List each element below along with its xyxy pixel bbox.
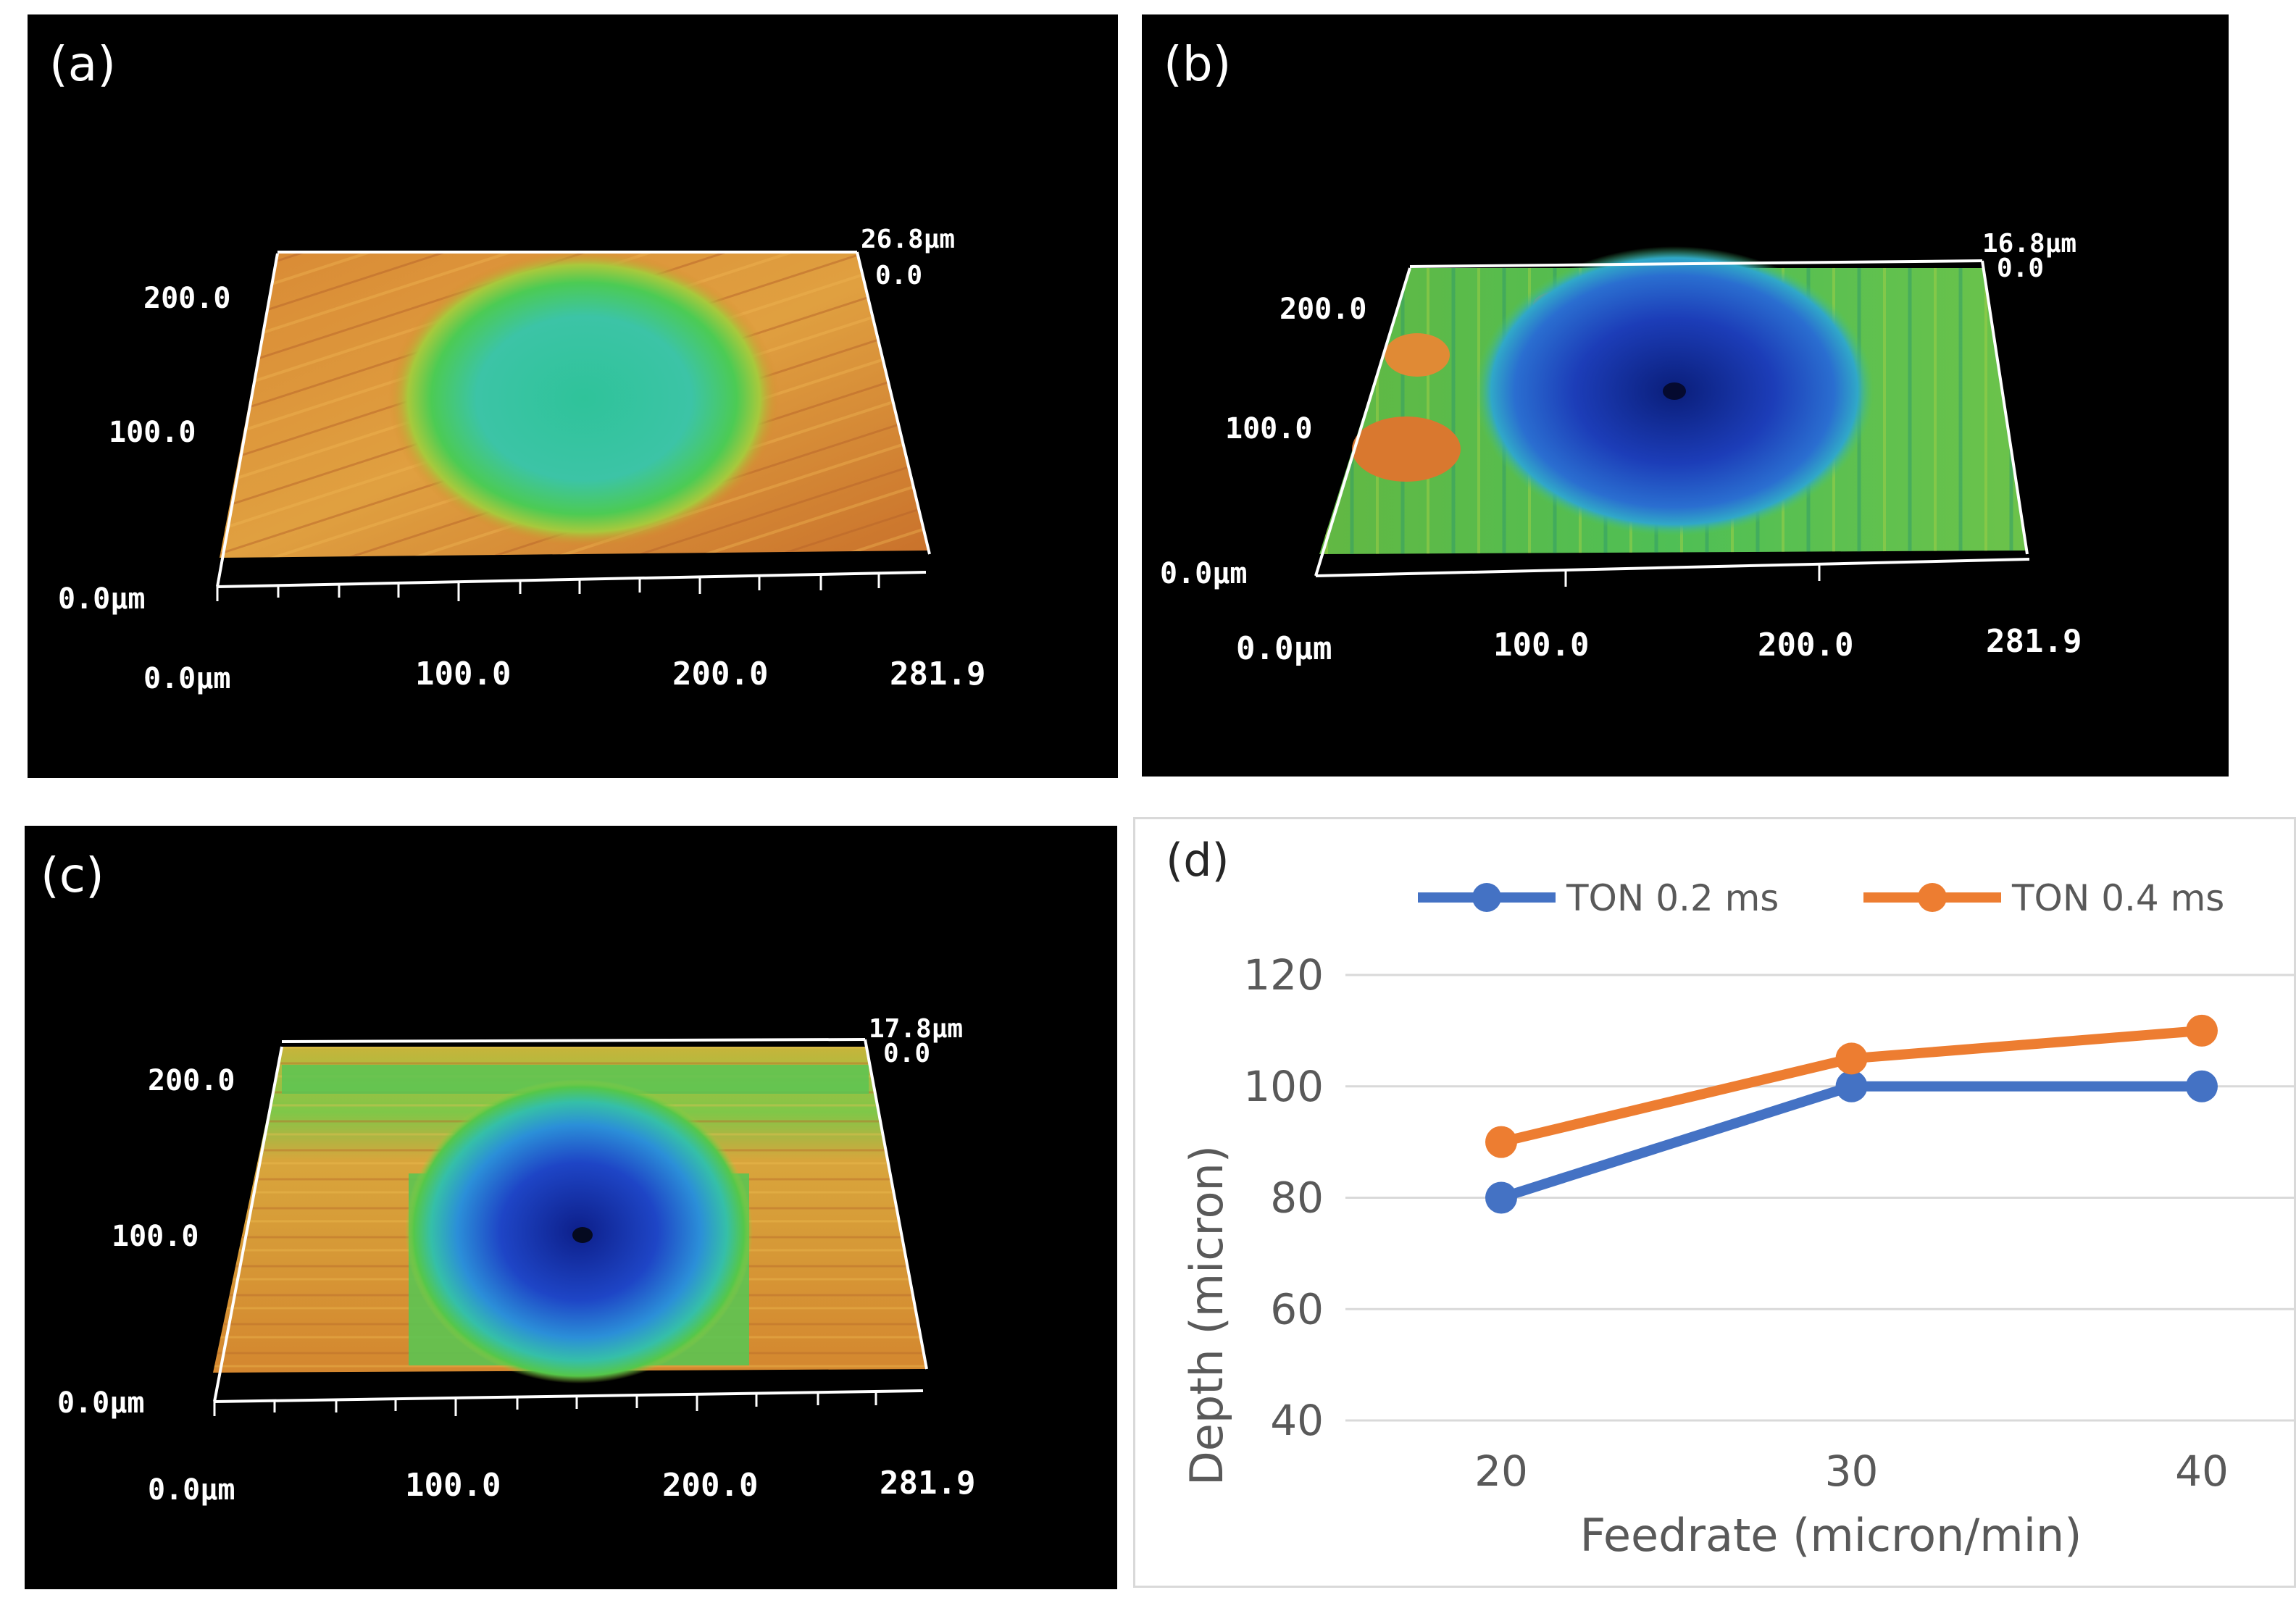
panel-label-c: (c)	[41, 847, 104, 903]
line-chart: (d) TON 0.2 ms TON 0.4 ms 40 60 80 100 120 20…	[1166, 834, 2294, 1562]
y-axis-label: Depth (micron)	[1180, 1145, 1233, 1486]
panel-d-chart: (d) TON 0.2 ms TON 0.4 ms 40 60 80 100 120 20…	[1133, 817, 2296, 1588]
x-axis-line	[1315, 558, 2030, 577]
x-tick-labels: 20 30 40	[1474, 1447, 2229, 1496]
panel-a: 26.8µm 0.0 200.0 100.0 0.0µm 0.0µm 100.0…	[28, 14, 1118, 778]
x-tick-200: 200.0	[662, 1467, 758, 1504]
y-tick-0: 0.0µm	[58, 582, 145, 616]
x-axis-ticks	[213, 1391, 877, 1416]
z-zero-label: 0.0	[883, 1039, 930, 1068]
x-tick-100: 100.0	[415, 656, 511, 692]
x-tick-30: 30	[1825, 1447, 1879, 1496]
x-axis-ticks	[1564, 565, 1821, 587]
z-top-label: 17.8µm	[869, 1014, 963, 1044]
y-tick-100: 100	[1243, 1062, 1324, 1111]
x-tick-0: 0.0µm	[143, 662, 230, 695]
y-axis-line	[216, 253, 279, 587]
x-axis-ticks	[216, 573, 880, 601]
x-tick-100: 100.0	[405, 1467, 501, 1504]
x-axis-line	[217, 571, 927, 588]
y-tick-200: 200.0	[143, 282, 230, 315]
x-tick-281: 281.9	[880, 1465, 975, 1502]
surface-plot-c: 17.8µm 0.0 200.0 100.0 0.0µm 0.0µm 100.0…	[57, 1014, 975, 1507]
x-tick-0: 0.0µm	[148, 1473, 235, 1507]
x-tick-40: 40	[2175, 1447, 2229, 1496]
x-tick-200: 200.0	[672, 656, 768, 692]
legend-marker-1	[1472, 883, 1501, 912]
series-1-point-30	[1835, 1070, 1868, 1102]
x-tick-20: 20	[1474, 1447, 1528, 1496]
y-tick-100: 100.0	[112, 1220, 199, 1253]
y-tick-120: 120	[1243, 950, 1324, 1000]
x-tick-281: 281.9	[890, 656, 985, 692]
y-tick-200: 200.0	[1280, 293, 1366, 326]
y-axis-line	[1314, 267, 1411, 577]
x-tick-100: 100.0	[1493, 627, 1589, 664]
crater	[388, 250, 780, 547]
x-axis-label: Feedrate (micron/min)	[1580, 1509, 2082, 1562]
panel-c: 17.8µm 0.0 200.0 100.0 0.0µm 0.0µm 100.0…	[25, 826, 1117, 1589]
deposit-left-top	[1385, 333, 1450, 377]
series-1-point-20	[1485, 1181, 1517, 1214]
z-zero-label: 0.0	[1997, 254, 2044, 283]
panel-label-b: (b)	[1164, 36, 1232, 92]
series-lines	[1485, 1014, 2218, 1214]
y-tick-200: 200.0	[148, 1064, 235, 1097]
x-tick-0: 0.0µm	[1236, 630, 1332, 667]
chart-legend: TON 0.2 ms TON 0.4 ms	[1418, 877, 2224, 919]
y-tick-80: 80	[1270, 1173, 1324, 1223]
crater-center	[1663, 382, 1686, 400]
surface-plot-a: 26.8µm 0.0 200.0 100.0 0.0µm 0.0µm 100.0…	[58, 225, 985, 695]
y-tick-0: 0.0µm	[1160, 557, 1247, 590]
y-tick-100: 100.0	[109, 416, 196, 449]
series-2-point-40	[2186, 1014, 2218, 1047]
surface-right-edge	[856, 251, 931, 555]
y-tick-40: 40	[1270, 1396, 1324, 1445]
surface-right-edge	[864, 1039, 928, 1370]
y-axis-line	[213, 1046, 283, 1402]
z-top-label: 26.8µm	[861, 225, 955, 254]
series-2-point-20	[1485, 1126, 1517, 1158]
series-1-point-40	[2186, 1070, 2218, 1102]
surface-top-edge	[1409, 259, 1983, 268]
surface-top-edge	[281, 1038, 866, 1043]
series-2-point-30	[1835, 1042, 1868, 1075]
x-tick-281: 281.9	[1986, 623, 2082, 660]
surface-right-edge	[1981, 260, 2029, 555]
panel-label-a: (a)	[49, 36, 116, 92]
series-line-1	[1499, 1081, 2202, 1203]
panel-b: 16.8µm 0.0 200.0 100.0 0.0µm 0.0µm 100.0…	[1142, 14, 2229, 777]
deposit-left	[1352, 417, 1461, 482]
legend-marker-2	[1918, 883, 1947, 912]
surface-plot-b: 16.8µm 0.0 200.0 100.0 0.0µm 0.0µm 100.0…	[1160, 229, 2082, 667]
y-tick-100: 100.0	[1225, 412, 1312, 445]
legend-label-2: TON 0.4 ms	[2011, 877, 2224, 919]
z-zero-label: 0.0	[875, 261, 922, 290]
crater-center	[572, 1227, 593, 1243]
y-tick-0: 0.0µm	[57, 1386, 144, 1420]
x-tick-200: 200.0	[1758, 627, 1853, 664]
y-tick-labels: 40 60 80 100 120	[1243, 950, 1324, 1445]
legend-label-1: TON 0.2 ms	[1566, 877, 1779, 919]
panel-label-d: (d)	[1166, 834, 1230, 887]
z-top-label: 16.8µm	[1982, 229, 2076, 259]
y-tick-60: 60	[1270, 1284, 1324, 1334]
x-axis-line	[214, 1389, 924, 1403]
